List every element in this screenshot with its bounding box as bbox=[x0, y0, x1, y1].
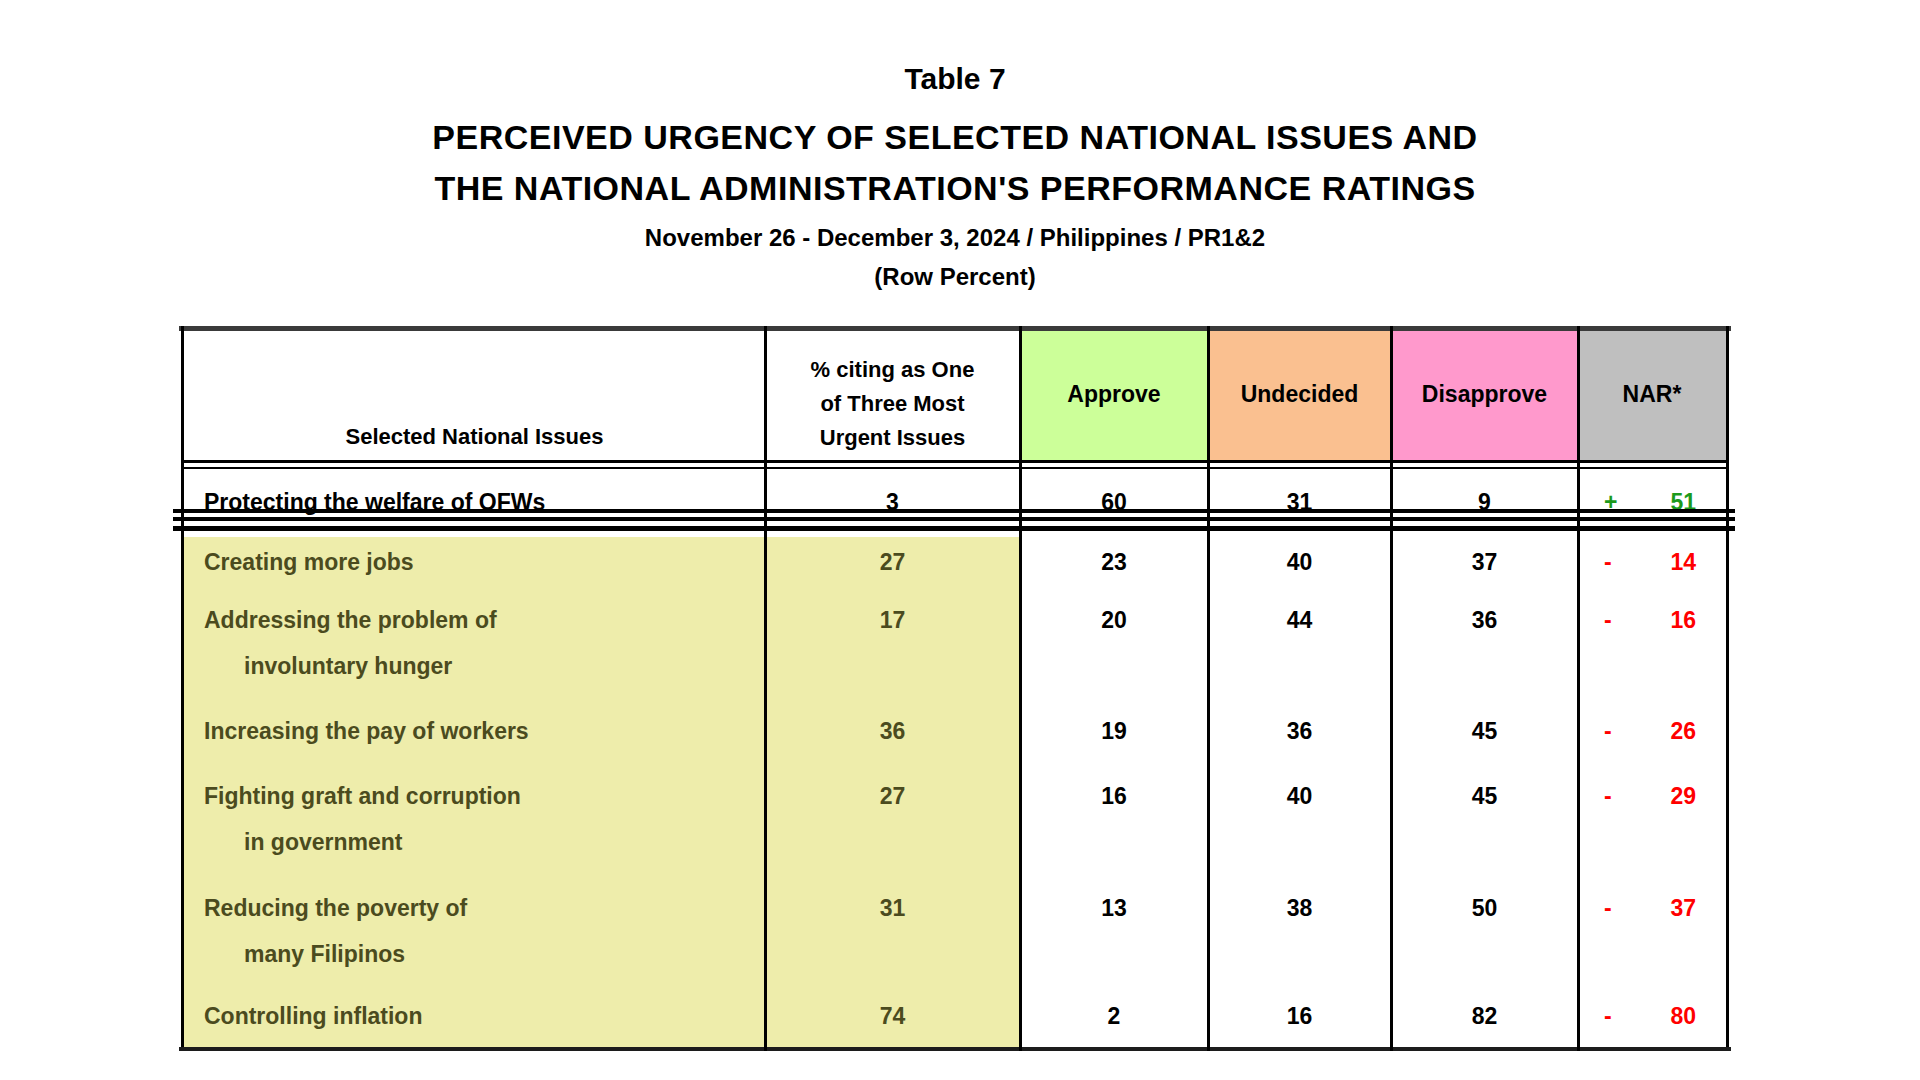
header-selected-national-issues: Selected National Issues bbox=[184, 326, 765, 463]
issue-label: Controlling inflation bbox=[184, 986, 765, 1047]
header-percent-citing-line1: % citing as One bbox=[811, 353, 975, 387]
undecided-value: 44 bbox=[1208, 587, 1391, 700]
table-top-border bbox=[179, 326, 1731, 331]
nar-sign: - bbox=[1604, 1003, 1612, 1030]
disapprove-value: 50 bbox=[1391, 875, 1578, 986]
disapprove-value: 82 bbox=[1391, 986, 1578, 1047]
header-nar: NAR* bbox=[1578, 326, 1726, 463]
approve-value: 20 bbox=[1020, 587, 1208, 700]
national-issues-table: Selected National Issues % citing as One… bbox=[181, 326, 1729, 1051]
hidden-rows-line bbox=[173, 517, 1735, 521]
disapprove-value: 45 bbox=[1391, 763, 1578, 875]
header-bottom-border-inner bbox=[181, 467, 1729, 469]
nar-sign: - bbox=[1604, 718, 1612, 745]
header-disapprove: Disapprove bbox=[1391, 326, 1578, 463]
table-header-row: Selected National Issues % citing as One… bbox=[184, 326, 1726, 463]
nar-number: 80 bbox=[1670, 1003, 1696, 1030]
issue-label: Reducing the poverty of many Filipinos bbox=[184, 875, 765, 986]
nar-sign: - bbox=[1604, 549, 1612, 576]
issue-label: Fighting graft and corruption in governm… bbox=[184, 763, 765, 875]
nar-number: 14 bbox=[1670, 549, 1696, 576]
disapprove-value: 36 bbox=[1391, 587, 1578, 700]
row-percent-note: (Row Percent) bbox=[181, 263, 1729, 291]
citing-value: 74 bbox=[765, 986, 1020, 1047]
issue-line-2: many Filipinos bbox=[204, 931, 765, 977]
approve-value: 16 bbox=[1020, 763, 1208, 875]
hidden-rows-line bbox=[173, 509, 1735, 513]
undecided-value: 36 bbox=[1208, 700, 1391, 763]
citing-value: 36 bbox=[765, 700, 1020, 763]
nar-sign: - bbox=[1604, 773, 1612, 819]
disapprove-value: 45 bbox=[1391, 700, 1578, 763]
table-row: Increasing the pay of workers 36 19 36 4… bbox=[184, 700, 1726, 763]
issue-line-2: in government bbox=[204, 819, 765, 865]
table-bottom-border bbox=[179, 1047, 1731, 1051]
header-percent-citing-line2: of Three Most bbox=[820, 387, 964, 421]
table-row: Reducing the poverty of many Filipinos 3… bbox=[184, 875, 1726, 986]
nar-sign: - bbox=[1604, 885, 1612, 931]
table-row: Addressing the problem of involuntary hu… bbox=[184, 587, 1726, 700]
citing-value: 27 bbox=[765, 537, 1020, 587]
title-line-2: THE NATIONAL ADMINISTRATION'S PERFORMANC… bbox=[181, 163, 1729, 214]
nar-value-cell: - 26 bbox=[1578, 700, 1726, 763]
nar-value-cell: - 14 bbox=[1578, 537, 1726, 587]
issue-line-1: Reducing the poverty of bbox=[204, 885, 765, 931]
nar-value-cell: - 80 bbox=[1578, 986, 1726, 1047]
issue-label: Creating more jobs bbox=[184, 537, 765, 587]
column-divider bbox=[764, 326, 767, 1051]
undecided-value: 40 bbox=[1208, 763, 1391, 875]
table-number: Table 7 bbox=[181, 62, 1729, 96]
approve-value: 2 bbox=[1020, 986, 1208, 1047]
nar-number: 16 bbox=[1670, 597, 1696, 643]
issue-line-2: involuntary hunger bbox=[204, 643, 765, 689]
table-row: Creating more jobs 27 23 40 37 - 14 bbox=[184, 537, 1726, 587]
report-page: Table 7 PERCEIVED URGENCY OF SELECTED NA… bbox=[0, 0, 1920, 1080]
approve-value: 19 bbox=[1020, 700, 1208, 763]
nar-value-cell: - 16 bbox=[1578, 587, 1726, 700]
undecided-value: 40 bbox=[1208, 537, 1391, 587]
issue-line-1: Addressing the problem of bbox=[204, 597, 765, 643]
approve-value: 23 bbox=[1020, 537, 1208, 587]
nar-value-cell: - 29 bbox=[1578, 763, 1726, 875]
nar-number: 29 bbox=[1670, 773, 1696, 819]
issue-label: Increasing the pay of workers bbox=[184, 700, 765, 763]
nar-number: 37 bbox=[1670, 885, 1696, 931]
column-divider bbox=[1577, 326, 1580, 1051]
header-bottom-border bbox=[181, 460, 1729, 463]
table-left-border bbox=[181, 326, 184, 1051]
table-right-border bbox=[1726, 326, 1729, 1051]
header-undecided: Undecided bbox=[1208, 326, 1391, 463]
citing-value: 27 bbox=[765, 763, 1020, 875]
column-divider bbox=[1207, 326, 1210, 1051]
title-block: Table 7 PERCEIVED URGENCY OF SELECTED NA… bbox=[181, 62, 1729, 291]
approve-value: 13 bbox=[1020, 875, 1208, 986]
citing-value: 31 bbox=[765, 875, 1020, 986]
survey-period-subtitle: November 26 - December 3, 2024 / Philipp… bbox=[181, 224, 1729, 252]
table-row: Controlling inflation 74 2 16 82 - 80 bbox=[184, 986, 1726, 1047]
column-divider bbox=[1390, 326, 1393, 1051]
header-approve: Approve bbox=[1020, 326, 1208, 463]
issue-line-1: Fighting graft and corruption bbox=[204, 773, 765, 819]
nar-sign: - bbox=[1604, 597, 1612, 643]
disapprove-value: 37 bbox=[1391, 537, 1578, 587]
citing-value: 17 bbox=[765, 587, 1020, 700]
column-divider bbox=[1019, 326, 1022, 1051]
undecided-value: 16 bbox=[1208, 986, 1391, 1047]
hidden-rows-line bbox=[173, 526, 1735, 531]
table-body: Creating more jobs 27 23 40 37 - 14 Addr… bbox=[184, 537, 1726, 1047]
header-percent-citing-line3: Urgent Issues bbox=[820, 421, 966, 455]
nar-value-cell: - 37 bbox=[1578, 875, 1726, 986]
table-row: Fighting graft and corruption in governm… bbox=[184, 763, 1726, 875]
nar-number: 26 bbox=[1670, 718, 1696, 745]
issue-label: Addressing the problem of involuntary hu… bbox=[184, 587, 765, 700]
title-line-1: PERCEIVED URGENCY OF SELECTED NATIONAL I… bbox=[181, 112, 1729, 163]
header-percent-citing: % citing as One of Three Most Urgent Iss… bbox=[765, 326, 1020, 463]
undecided-value: 38 bbox=[1208, 875, 1391, 986]
